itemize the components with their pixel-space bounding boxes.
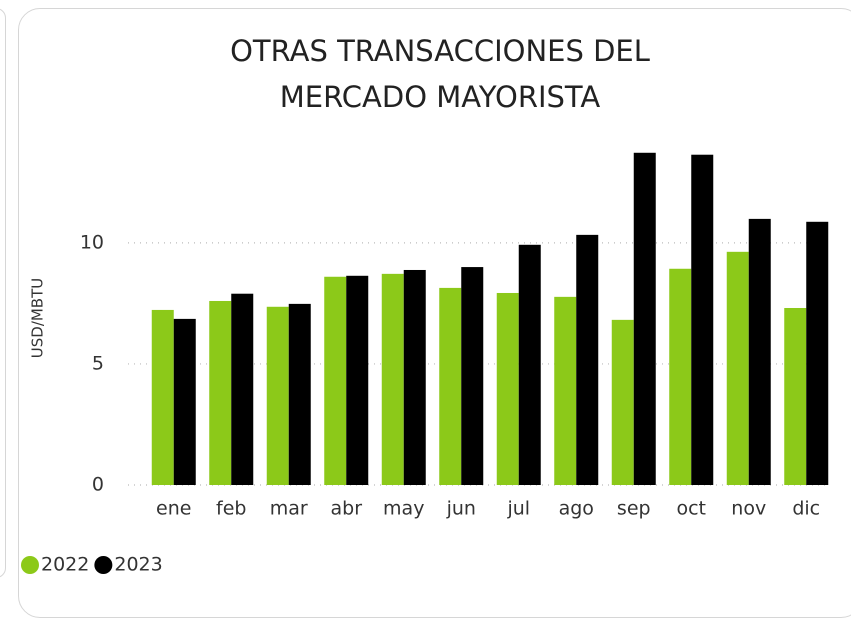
bar	[691, 154, 714, 485]
x-tick-label: ago	[559, 498, 594, 520]
bar	[611, 319, 634, 485]
bar	[806, 221, 829, 485]
bar	[381, 273, 404, 485]
bar	[726, 251, 749, 485]
bar	[346, 275, 369, 485]
x-tick-label: jun	[446, 498, 476, 520]
y-tick-label: 0	[92, 474, 104, 496]
y-tick-label: 10	[80, 231, 104, 253]
bar	[209, 300, 232, 485]
y-tick-label: 5	[92, 352, 104, 374]
bar	[748, 218, 771, 485]
x-tick-label: oct	[676, 498, 706, 520]
x-tick-label: sep	[617, 498, 651, 520]
bar	[669, 268, 692, 485]
bar	[439, 287, 462, 485]
bar	[231, 293, 254, 485]
legend-swatch	[21, 556, 39, 574]
x-tick-label: jul	[506, 498, 530, 520]
bar	[576, 234, 599, 485]
legend-label: 2022	[41, 554, 89, 576]
bar	[151, 309, 174, 485]
chart: USD/MBTU 0 5 10 ene feb mar abr may jun jul ago sep…	[21, 152, 829, 576]
y-axis-label: USD/MBTU	[29, 278, 47, 358]
x-tick-label: abr	[330, 498, 362, 520]
x-tick-label: feb	[216, 498, 246, 520]
bar	[554, 296, 577, 485]
screen: OTRAS TRANSACCIONES DEL MERCADO MAYORIST…	[0, 8, 851, 618]
bar	[518, 244, 541, 485]
x-tick-label: nov	[731, 498, 766, 520]
bar	[324, 276, 347, 485]
bar	[403, 269, 426, 485]
x-tick-label: dic	[792, 498, 820, 520]
x-tick-label: may	[383, 498, 424, 520]
x-tick-label: ene	[156, 498, 191, 520]
bar	[496, 292, 519, 485]
bar	[633, 152, 656, 485]
bar	[173, 318, 196, 485]
x-tick-label: mar	[270, 498, 308, 520]
bar	[266, 306, 289, 485]
legend-label: 2023	[114, 554, 162, 576]
legend-swatch	[94, 556, 113, 574]
bar	[288, 303, 311, 485]
chart-title: OTRAS TRANSACCIONES DEL MERCADO MAYORIST…	[230, 34, 650, 114]
bar	[461, 267, 484, 485]
bar	[784, 307, 807, 485]
